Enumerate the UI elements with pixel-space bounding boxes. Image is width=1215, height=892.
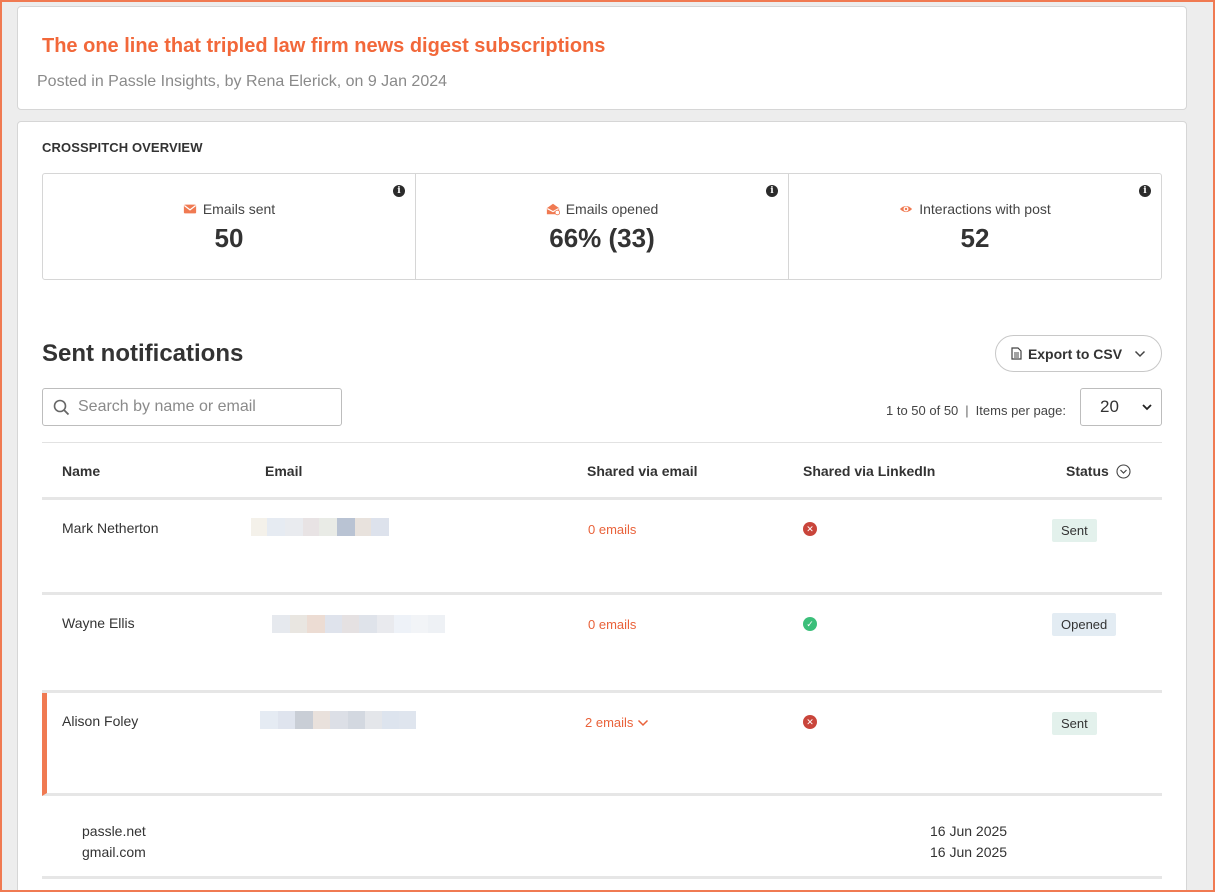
paging-range: 1 to 50 of 50	[886, 403, 959, 418]
row-name: Mark Netherton	[62, 520, 159, 536]
info-icon[interactable]: i	[1139, 185, 1151, 197]
post-title[interactable]: The one line that tripled law firm news …	[42, 35, 606, 57]
expanded-email-details: passle.net 16 Jun 2025 gmail.com 16 Jun …	[42, 796, 1162, 879]
post-header-card: The one line that tripled law firm news …	[17, 6, 1187, 110]
chevron-down-icon	[638, 719, 649, 726]
shared-email-link[interactable]: 0 emails	[588, 522, 637, 537]
search-input[interactable]	[78, 398, 318, 416]
notifications-table: Name Email Shared via email Shared via L…	[42, 442, 1162, 879]
row-name: Alison Foley	[62, 713, 139, 729]
linkedin-not-shared-icon: ✕	[803, 715, 817, 729]
table-header: Name Email Shared via email Shared via L…	[42, 442, 1162, 500]
shared-email-count: 2 emails	[585, 715, 634, 730]
export-csv-button[interactable]: Export to CSV	[995, 335, 1162, 372]
status-badge: Sent	[1052, 519, 1097, 542]
envelope-icon	[183, 204, 196, 214]
stat-label: Emails opened	[565, 201, 659, 217]
column-header-shared-email[interactable]: Shared via email	[587, 463, 698, 479]
document-icon	[1011, 347, 1022, 360]
stat-interactions: i Interactions with post 52	[789, 174, 1161, 279]
info-icon[interactable]: i	[766, 185, 778, 197]
section-title: Sent notifications	[42, 340, 244, 367]
redacted-email	[251, 518, 389, 536]
post-meta: Posted in Passle Insights, by Rena Eleri…	[37, 73, 448, 90]
eye-icon	[900, 205, 913, 213]
crosspitch-card: CROSSPITCH OVERVIEW i Emails sent 50 i	[17, 121, 1187, 892]
shared-email-toggle[interactable]: 2 emails	[585, 715, 649, 730]
sort-chevron-icon[interactable]	[1116, 463, 1131, 479]
email-date: 16 Jun 2025	[930, 823, 1008, 839]
stat-label: Emails sent	[202, 201, 276, 217]
status-header-label: Status	[1066, 463, 1109, 479]
stats-panel: i Emails sent 50 i Emails opened 66%	[42, 173, 1162, 280]
search-field[interactable]	[42, 388, 342, 426]
info-icon[interactable]: i	[393, 185, 405, 197]
redacted-email	[272, 615, 445, 633]
column-header-email[interactable]: Email	[265, 463, 303, 479]
chevron-down-icon	[1135, 350, 1146, 357]
stat-emails-opened: i Emails opened 66% (33)	[416, 174, 789, 279]
pagination-info: 1 to 50 of 50 | Items per page:	[886, 403, 1066, 418]
stat-value: 50	[214, 223, 244, 253]
open-envelope-icon	[546, 203, 560, 216]
shared-email-link[interactable]: 0 emails	[588, 617, 637, 632]
overview-title: CROSSPITCH OVERVIEW	[42, 140, 203, 155]
row-name: Wayne Ellis	[62, 615, 135, 631]
stat-label: Interactions with post	[919, 201, 1051, 217]
table-row-expanded[interactable]: Alison Foley 2 emails ✕ Sent	[42, 693, 1162, 796]
items-per-page-label: Items per page:	[975, 403, 1066, 418]
email-domain: gmail.com	[82, 844, 146, 860]
table-row[interactable]: Wayne Ellis 0 emails ✓ Opened	[42, 595, 1162, 693]
items-per-page-value: 20	[1100, 397, 1119, 416]
status-badge: Sent	[1052, 712, 1097, 735]
stat-value: 52	[960, 223, 990, 253]
column-header-name[interactable]: Name	[62, 463, 101, 479]
items-per-page-select[interactable]: 20	[1080, 388, 1162, 426]
column-header-shared-linkedin[interactable]: Shared via LinkedIn	[803, 463, 936, 479]
email-domain: passle.net	[82, 823, 146, 839]
email-date: 16 Jun 2025	[930, 844, 1008, 860]
redacted-email	[260, 711, 416, 729]
column-header-status[interactable]: Status	[1066, 463, 1131, 479]
status-badge: Opened	[1052, 613, 1117, 636]
linkedin-not-shared-icon: ✕	[803, 522, 817, 536]
stat-value: 66% (33)	[549, 223, 655, 253]
chevron-down-icon	[1142, 404, 1152, 411]
table-row[interactable]: Mark Netherton 0 emails ✕ Sent	[42, 500, 1162, 595]
linkedin-shared-icon: ✓	[803, 617, 817, 631]
paging-separator: |	[965, 403, 969, 418]
export-label: Export to CSV	[1027, 345, 1123, 362]
stat-emails-sent: i Emails sent 50	[43, 174, 416, 279]
search-icon	[53, 399, 70, 415]
